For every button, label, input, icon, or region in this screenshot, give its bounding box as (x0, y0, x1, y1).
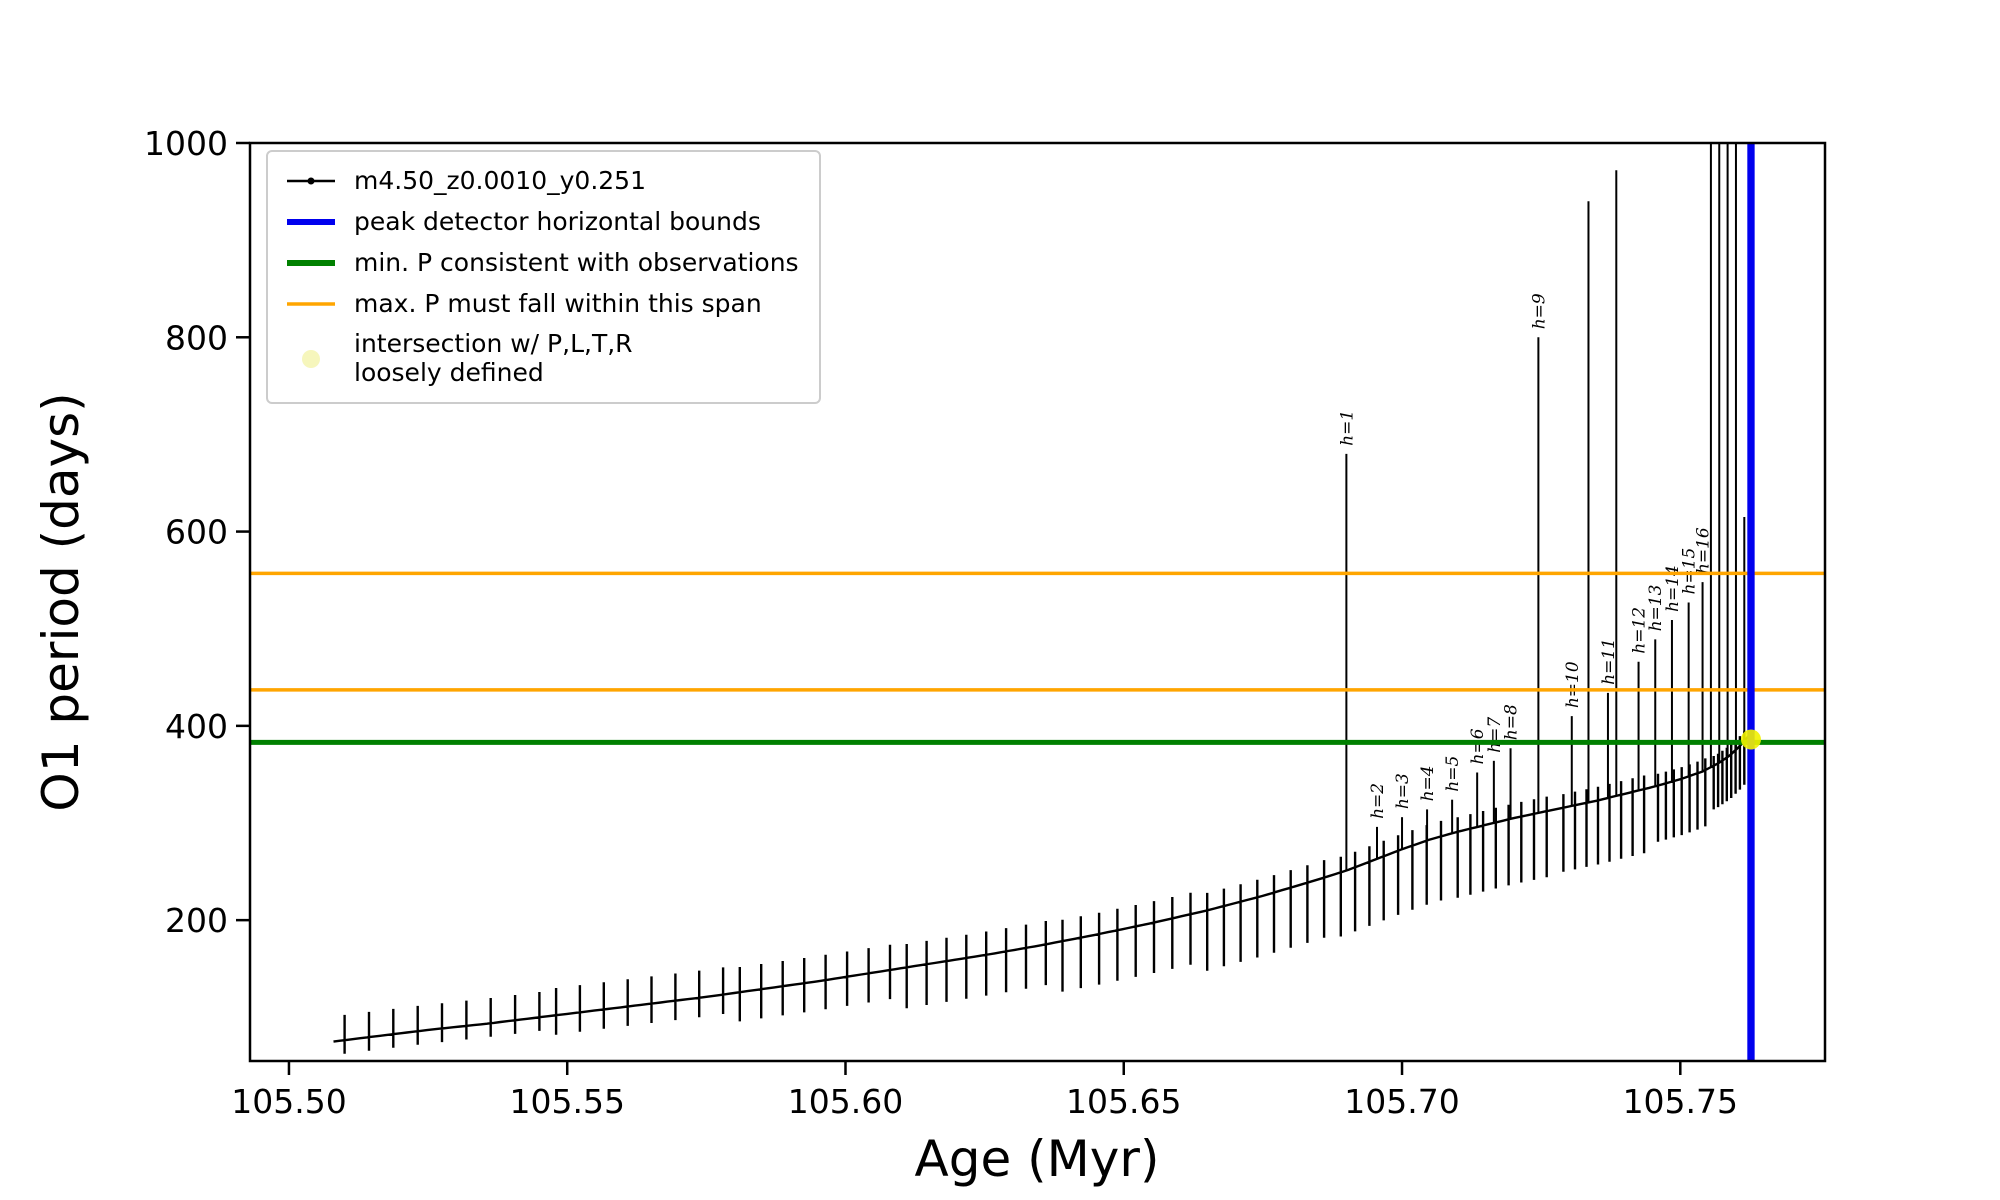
peak-bounds-line-icon (287, 219, 335, 225)
legend: m4.50_z0.0010_y0.251 peak detector horiz… (266, 150, 821, 404)
harmonic-label: h=13 (1646, 585, 1666, 632)
harmonic-label: h=14 (1663, 565, 1683, 612)
legend-label-peak-bounds: peak detector horizontal bounds (354, 206, 761, 236)
y-tick-label: 200 (165, 901, 228, 940)
legend-entry-min-p: min. P consistent with observations (284, 248, 799, 278)
series-curve (333, 731, 1751, 1054)
harmonic-label: h=5 (1443, 756, 1463, 792)
legend-entry-series: m4.50_z0.0010_y0.251 (284, 166, 799, 196)
harmonic-label: h=9 (1529, 293, 1549, 329)
harmonic-label: h=10 (1563, 661, 1583, 708)
max-p-line-icon (287, 302, 335, 306)
harmonic-label: h=2 (1368, 783, 1388, 819)
legend-label-series: m4.50_z0.0010_y0.251 (354, 165, 646, 195)
x-tick-label: 105.50 (231, 1082, 346, 1121)
harmonic-label: h=11 (1599, 638, 1619, 685)
harmonic-label: h=6 (1468, 728, 1488, 764)
harmonic-label: h=12 (1630, 607, 1650, 654)
x-tick-label: 105.65 (1066, 1082, 1181, 1121)
y-tick-label: 1000 (144, 124, 228, 163)
intersection-point (1740, 729, 1761, 750)
min-p-line-icon (287, 260, 335, 266)
x-tick-label: 105.75 (1623, 1082, 1738, 1121)
x-tick-label: 105.70 (1344, 1082, 1459, 1121)
harmonic-label: h=1 (1337, 410, 1357, 446)
legend-entry-intersection: intersection w/ P,L,T,R loosely defined (284, 329, 799, 388)
series-line-icon (287, 177, 335, 185)
y-axis-label: O1 period (days) (32, 392, 90, 811)
harmonic-label: h=15 (1680, 548, 1700, 595)
x-tick-label: 105.55 (509, 1082, 624, 1121)
legend-label-max-p: max. P must fall within this span (354, 288, 762, 318)
harmonic-label: h=8 (1502, 704, 1522, 740)
plot-border (248, 141, 1827, 1063)
y-tick-label: 400 (165, 707, 228, 746)
harmonic-label: h=16 (1694, 527, 1714, 574)
reference-lines-layer (250, 143, 1825, 1061)
harmonic-label: h=3 (1393, 773, 1413, 809)
harmonic-label: h=4 (1418, 765, 1438, 801)
x-axis-label: Age (Myr) (915, 1130, 1160, 1188)
intersection-dot-icon (302, 349, 320, 368)
y-tick-label: 800 (165, 318, 228, 357)
legend-label-intersection: intersection w/ P,L,T,R loosely defined (354, 329, 633, 387)
legend-label-min-p: min. P consistent with observations (354, 247, 799, 277)
axes-layer (248, 141, 1827, 1063)
x-tick-label: 105.60 (788, 1082, 903, 1121)
legend-entry-peak-bounds: peak detector horizontal bounds (284, 207, 799, 237)
y-tick-label: 600 (165, 513, 228, 552)
legend-entry-max-p: max. P must fall within this span (284, 289, 799, 319)
ticks-layer: 105.50 105.55 105.60 105.65 105.70 105.75 200 4… (144, 124, 1738, 1121)
